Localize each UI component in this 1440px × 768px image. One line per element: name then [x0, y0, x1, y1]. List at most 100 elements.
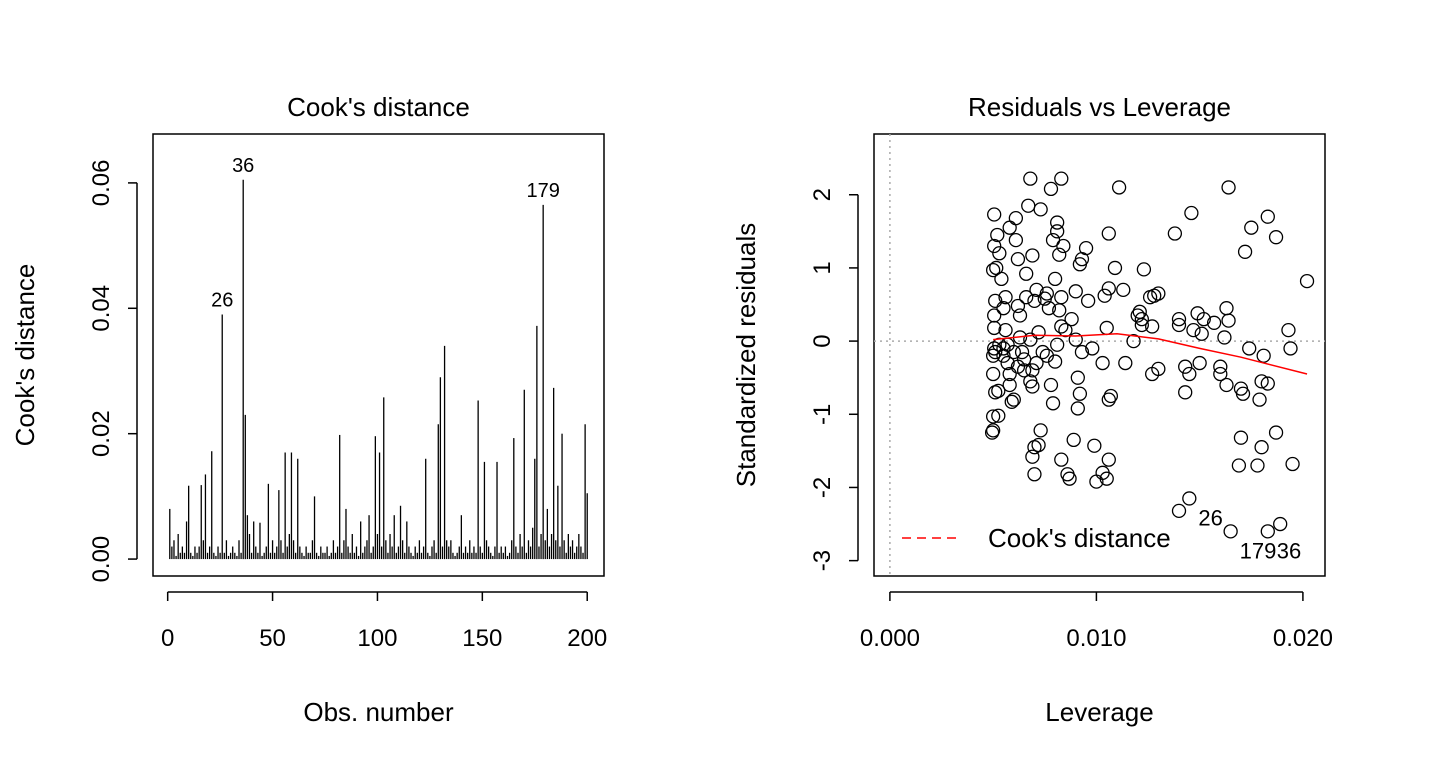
- point: [987, 320, 1002, 336]
- x-tick-label: 100: [357, 625, 397, 652]
- point: [1242, 341, 1257, 356]
- point: [1074, 344, 1090, 360]
- x-tick-label: 0.020: [1273, 625, 1333, 652]
- point: [1008, 211, 1024, 226]
- y-tick-label: -3: [809, 550, 836, 571]
- point: [987, 308, 1002, 323]
- point: [1103, 388, 1119, 404]
- x-axis-label: Leverage: [1045, 697, 1153, 727]
- point: [1285, 456, 1300, 472]
- point: [1050, 215, 1065, 230]
- point: [1099, 471, 1114, 486]
- point-label: 26: [211, 290, 233, 312]
- point: [1101, 392, 1116, 407]
- y-tick-label: 0.04: [88, 285, 115, 332]
- point: [1254, 374, 1269, 389]
- point: [1252, 392, 1267, 407]
- legend-label: Cook's distance: [988, 523, 1171, 553]
- point: [1070, 370, 1085, 385]
- plot-box: [873, 133, 1326, 577]
- y-tick-label: -1: [809, 404, 836, 425]
- point: [1029, 282, 1044, 298]
- point: [1116, 282, 1131, 298]
- point: [1039, 286, 1054, 301]
- point: [1192, 355, 1207, 371]
- x-tick-label: 0.010: [1066, 625, 1126, 652]
- point: [1080, 293, 1096, 308]
- x-tick-label: 0: [161, 625, 174, 652]
- point: [1064, 311, 1079, 327]
- point: [1035, 344, 1050, 360]
- point: [1025, 449, 1040, 464]
- point: [1002, 377, 1017, 393]
- point: [1184, 205, 1199, 221]
- point: [1130, 308, 1145, 323]
- point: [1235, 386, 1251, 401]
- point: [1062, 471, 1077, 486]
- point: [991, 383, 1006, 399]
- point: [1136, 262, 1152, 277]
- point: [1085, 341, 1100, 356]
- point: [998, 290, 1013, 305]
- point: [1066, 432, 1081, 448]
- point: [1101, 281, 1116, 296]
- point: [990, 227, 1005, 243]
- point: [1260, 376, 1275, 391]
- point: [1233, 430, 1249, 445]
- point: [1254, 440, 1269, 455]
- point: [1221, 313, 1236, 328]
- y-tick-label: 2: [809, 188, 836, 201]
- point: [1107, 260, 1123, 276]
- point: [1171, 317, 1187, 333]
- point: [1244, 220, 1259, 235]
- point: [1171, 503, 1187, 519]
- plot-box: [152, 133, 605, 577]
- point: [986, 262, 1001, 278]
- point: [1025, 363, 1040, 378]
- x-tick-label: 50: [259, 625, 286, 652]
- point: [1213, 366, 1228, 382]
- y-axis-label: Cook's distance: [10, 264, 40, 447]
- point: [986, 423, 1001, 438]
- point: [1171, 311, 1187, 327]
- x-tick-label: 150: [462, 625, 502, 652]
- point: [987, 207, 1002, 222]
- point: [986, 409, 1001, 424]
- point: [1178, 385, 1193, 400]
- point: [1186, 322, 1201, 338]
- point: [1167, 226, 1183, 241]
- point: [1068, 332, 1083, 347]
- point: [998, 322, 1013, 338]
- point: [1268, 425, 1284, 440]
- point: [1078, 241, 1094, 256]
- point: [991, 408, 1006, 423]
- point: [1029, 355, 1044, 371]
- point: [1008, 232, 1024, 248]
- point: [1070, 401, 1085, 416]
- point: [1050, 337, 1065, 352]
- point: [1213, 359, 1228, 374]
- x-axis-label: Obs. number: [303, 697, 454, 727]
- point: [1002, 220, 1017, 235]
- point: [1058, 322, 1073, 338]
- point: [1206, 315, 1222, 330]
- point: [996, 301, 1011, 316]
- point: [1054, 452, 1069, 467]
- point: [1260, 524, 1275, 539]
- point: [1023, 332, 1038, 347]
- point: [1039, 348, 1054, 363]
- point: [1010, 298, 1026, 314]
- point: [1250, 458, 1265, 473]
- smooth-line: [993, 333, 1308, 375]
- point: [996, 341, 1011, 356]
- point: [1099, 320, 1114, 336]
- point: [1041, 301, 1057, 316]
- point: [1268, 230, 1284, 245]
- point: [1182, 491, 1197, 506]
- chart-title: Residuals vs Leverage: [968, 92, 1231, 122]
- point: [1006, 344, 1021, 360]
- point: [1054, 319, 1069, 334]
- y-tick-label: 1: [809, 261, 836, 274]
- y-tick-label: 0.06: [88, 160, 115, 207]
